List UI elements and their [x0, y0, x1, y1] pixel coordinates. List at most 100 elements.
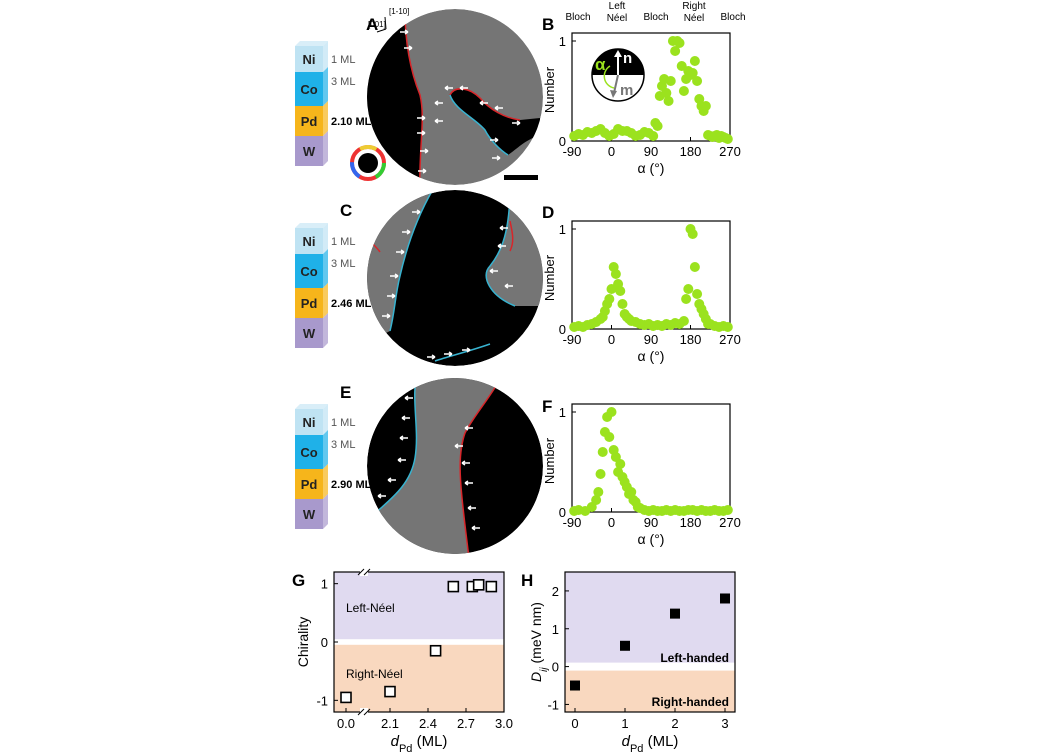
band-label-left-handed: Left-handed: [660, 651, 729, 665]
y-axis-label: Dij (meV nm): [528, 602, 550, 682]
header-bloch-3: Bloch: [720, 12, 745, 23]
inset-diagram: α n m: [591, 48, 645, 102]
layer-ni-label: Ni: [303, 415, 316, 430]
data-point: [591, 495, 602, 505]
layer-co-label: Co: [300, 264, 317, 279]
x-tick-label: 270: [719, 332, 741, 347]
layer-pd-thickness: 2.46 ML: [331, 298, 372, 310]
layer-pd-side: [323, 101, 328, 136]
header-left-neel-1: Left: [609, 1, 626, 12]
x-tick-label: 90: [644, 332, 658, 347]
x-tick-label: -90: [563, 515, 582, 530]
x-tick-label: 0: [608, 332, 615, 347]
data-point: [604, 432, 615, 442]
panel-letter-b: B: [542, 15, 554, 34]
layer-pd: [295, 469, 323, 499]
panel-letter-c: C: [340, 201, 352, 220]
histogram-header: Bloch Left Néel Bloch Right Néel Bloch: [565, 1, 745, 24]
x-tick-label: 0: [571, 716, 578, 731]
panel-letter-e: E: [340, 383, 351, 402]
x-tick-label: 0: [608, 144, 615, 159]
y-tick-label: 1: [321, 577, 328, 592]
inset-n: n: [623, 50, 632, 67]
layer-ni-label: Ni: [303, 234, 316, 249]
layer-pd-label: Pd: [301, 477, 318, 492]
data-point: [670, 608, 680, 619]
y-tick-label: -1: [547, 697, 559, 712]
layer-co: [295, 254, 323, 288]
chart-g: G Left-Néel Right-Néel 0.0 2.1 2.4 2.7 3.0 -1 0 1…: [292, 568, 513, 754]
data-point: [687, 68, 698, 78]
data-point: [593, 487, 604, 497]
panel-letter-f: F: [542, 397, 552, 416]
axis-label-1-10: [1-10]: [389, 7, 409, 16]
y-tick-label: 2: [552, 584, 559, 599]
y-tick-label: 0: [559, 505, 566, 520]
break-mark: [357, 708, 365, 716]
band-label-right-handed: Right-handed: [652, 695, 729, 709]
data-point: [648, 131, 659, 141]
plot-area: Left-Néel Right-Néel 0.0 2.1 2.4 2.7 3.0 -1 0 1 dP…: [295, 568, 513, 754]
layer-w-label: W: [303, 144, 316, 159]
layer-co: [295, 435, 323, 469]
scale-bar: [504, 175, 538, 180]
data-point: [661, 88, 672, 98]
break-mark: [363, 708, 371, 716]
x-axis-label: α (°): [638, 160, 665, 176]
layer-co-label: Co: [300, 445, 317, 460]
data-point: [722, 322, 733, 332]
layer-ni-side: [323, 223, 328, 254]
band-right-neel: [334, 644, 504, 712]
y-axis-label: Number: [542, 437, 557, 484]
domain-wall-cyan: [449, 94, 509, 156]
band-label-left-neel: Left-Néel: [346, 601, 395, 615]
data-point: [652, 121, 663, 131]
data-point: [429, 644, 442, 657]
break-mark: [357, 568, 365, 576]
header-bloch-2: Bloch: [643, 12, 668, 23]
y-tick-label: 0: [552, 660, 559, 675]
stack-top: [295, 41, 328, 46]
layer-pd-side: [323, 464, 328, 499]
y-tick-label: 1: [559, 34, 566, 49]
data-point: [722, 505, 733, 515]
magnetization-arrows: [400, 29, 521, 174]
color-wheel-icon: [350, 145, 386, 181]
plot-area: Left-handed Right-handed 0 1 2 3 -1 0 1 2 dPd (ML)…: [528, 571, 736, 754]
layer-ni: [295, 228, 323, 254]
data-point: [700, 101, 711, 111]
data-point: [604, 294, 615, 304]
layer-ni-thickness: 1 ML: [331, 54, 355, 66]
black-island: [450, 88, 540, 155]
header-right-neel-2: Néel: [684, 13, 705, 24]
data-point: [720, 593, 730, 604]
x-axis-label: dPd (ML): [622, 733, 679, 754]
data-point: [665, 76, 676, 86]
data-point: [626, 487, 637, 497]
x-tick-label: 270: [719, 144, 741, 159]
y-tick-label: 0: [559, 134, 566, 149]
data-point: [678, 86, 689, 96]
layer-w: [295, 499, 323, 529]
x-tick-label: 2.4: [419, 716, 437, 731]
panel-letter-a: A: [366, 15, 378, 34]
break-mark: [363, 568, 371, 576]
domain-wall-red: [404, 9, 424, 185]
data-point: [485, 580, 498, 593]
layer-co-side: [323, 249, 328, 288]
data-point: [674, 38, 685, 48]
data-point: [670, 46, 681, 56]
m-vector: [613, 74, 619, 94]
layer-ni: [295, 409, 323, 435]
x-tick-label: 1: [621, 716, 628, 731]
x-tick-label: 2.7: [457, 716, 475, 731]
data-point: [615, 286, 626, 296]
panel-letter-h: H: [521, 571, 533, 590]
x-tick-label: 90: [644, 515, 658, 530]
layer-stack-c: Ni 1 ML Co 3 ML Pd 2.46 ML W: [295, 223, 372, 348]
y-tick-label: 1: [552, 622, 559, 637]
layer-pd-label: Pd: [301, 114, 318, 129]
x-tick-label: -90: [563, 144, 582, 159]
